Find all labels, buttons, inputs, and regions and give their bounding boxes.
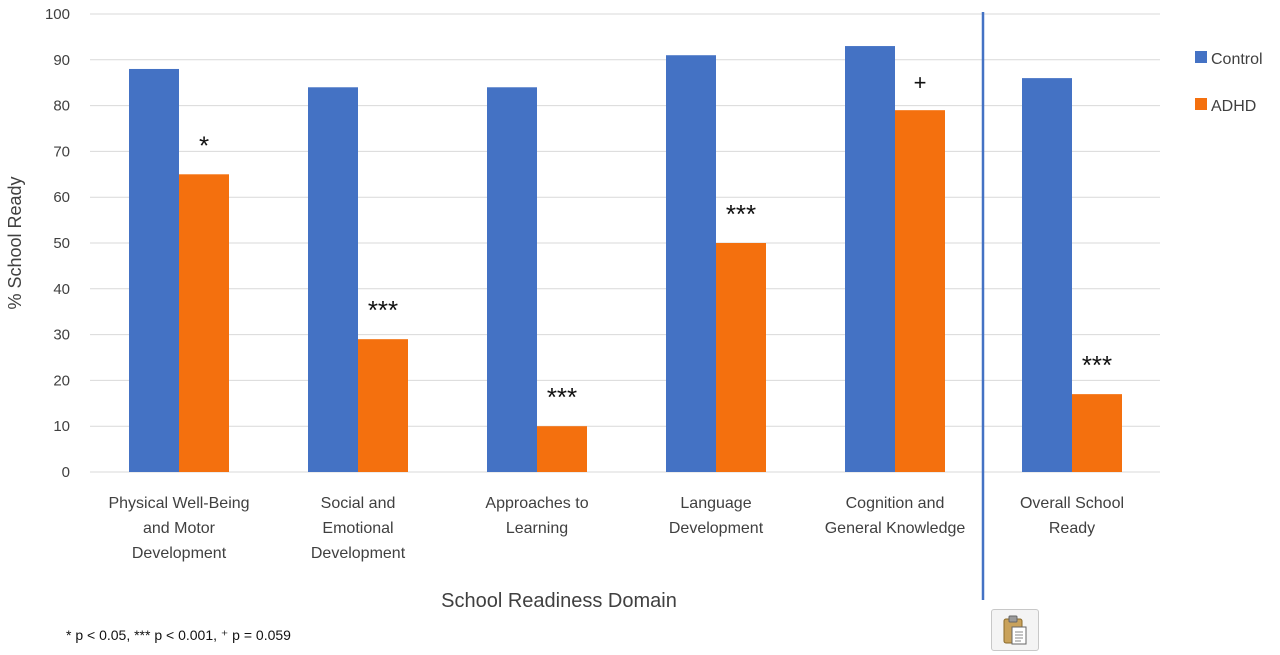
significance-marker: *** <box>368 295 398 325</box>
y-tick-label: 80 <box>53 98 70 115</box>
y-axis-ticks: 0 10 20 30 40 50 60 70 80 90 100 <box>45 6 70 481</box>
bar-control <box>129 68 179 473</box>
significance-marker: *** <box>726 199 756 229</box>
y-tick-label: 90 <box>53 52 70 69</box>
significance-marker: * <box>199 130 209 160</box>
significance-marker: *** <box>547 382 577 412</box>
y-tick-label: 50 <box>53 235 70 252</box>
significance-markers: **********+*** <box>199 70 1112 412</box>
legend-label-adhd: ADHD <box>1211 98 1256 115</box>
x-tick-label: Physical Well-Being and Motor Development <box>108 495 249 562</box>
bar-control <box>487 87 537 472</box>
significance-marker: *** <box>1082 350 1112 380</box>
x-tick-label: Social and Emotional Development <box>311 495 406 562</box>
bars <box>129 46 1122 473</box>
x-tick-label: Cognition and General Knowledge <box>825 495 966 537</box>
bar-adhd <box>537 426 587 472</box>
paste-options-button[interactable] <box>991 609 1039 651</box>
footnote: * p < 0.05, *** p < 0.001, ⁺ p = 0.059 <box>66 627 291 643</box>
bar-adhd <box>895 110 945 473</box>
x-axis-ticks: Physical Well-Being and Motor Development S… <box>108 495 1124 562</box>
x-tick-label: Approaches to Learning <box>485 495 588 537</box>
y-tick-label: 60 <box>53 189 70 206</box>
y-tick-label: 40 <box>53 281 70 298</box>
bar-control <box>666 55 716 472</box>
y-tick-label: 20 <box>53 372 70 389</box>
bar-control <box>1022 78 1072 473</box>
y-tick-label: 0 <box>62 464 70 481</box>
legend-label-control: Control <box>1211 51 1263 68</box>
bar-adhd <box>358 339 408 472</box>
bar-adhd <box>716 243 766 472</box>
significance-marker: + <box>914 70 927 95</box>
bar-control <box>845 46 895 473</box>
legend: Control ADHD <box>1195 51 1263 115</box>
y-tick-label: 70 <box>53 143 70 160</box>
clipboard-icon <box>1003 615 1027 645</box>
x-tick-label: Language Development <box>669 495 764 537</box>
bar-adhd <box>1072 394 1122 472</box>
bar-adhd <box>179 174 229 473</box>
y-axis-title: % School Ready <box>5 176 25 309</box>
y-tick-label: 30 <box>53 327 70 344</box>
x-tick-label: Overall School Ready <box>1020 495 1124 537</box>
x-axis-title: School Readiness Domain <box>441 590 677 612</box>
legend-swatch-control <box>1195 51 1207 63</box>
bar-control <box>308 87 358 472</box>
y-tick-label: 100 <box>45 6 70 23</box>
legend-swatch-adhd <box>1195 98 1207 110</box>
gridlines <box>90 13 1160 473</box>
y-tick-label: 10 <box>53 418 70 435</box>
